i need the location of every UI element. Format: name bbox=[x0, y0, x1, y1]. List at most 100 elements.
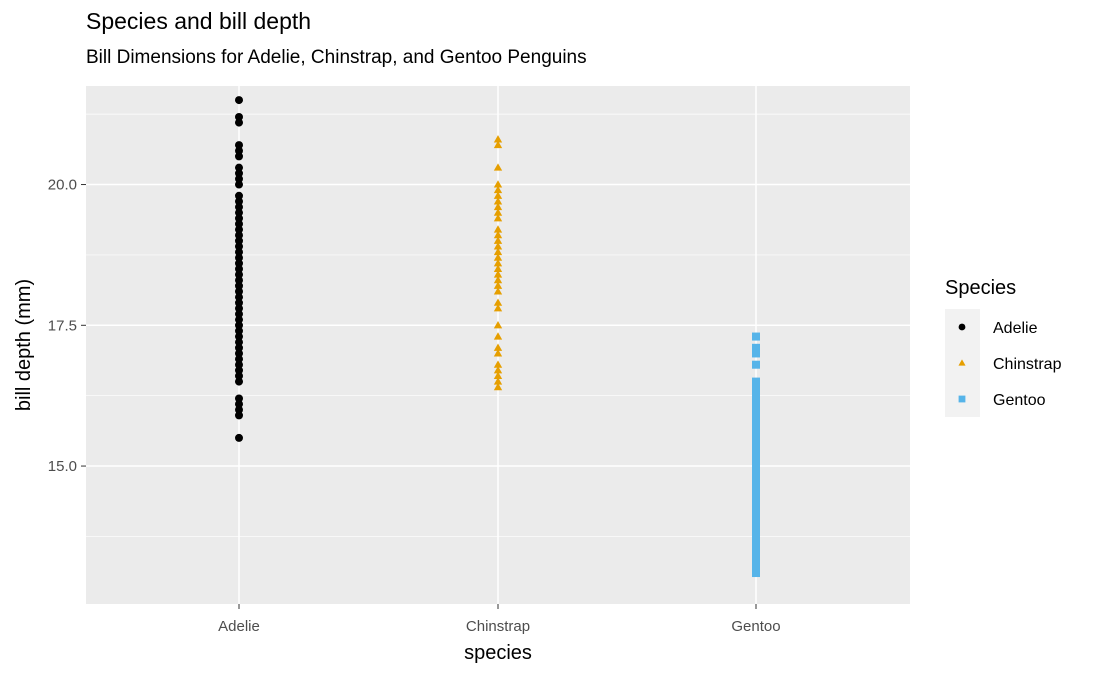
chinstrap-point bbox=[493, 242, 503, 250]
adelie-point bbox=[235, 338, 243, 347]
legend-key-adelie bbox=[958, 323, 966, 331]
chinstrap-point bbox=[493, 140, 503, 149]
chinstrap-point bbox=[493, 197, 503, 205]
gentoo-point bbox=[752, 433, 760, 442]
adelie-point bbox=[235, 360, 243, 369]
gentoo-point bbox=[752, 388, 760, 397]
adelie-point bbox=[235, 152, 243, 161]
gentoo-point bbox=[752, 400, 760, 409]
chart-subtitle: Bill Dimensions for Adelie, Chinstrap, a… bbox=[86, 47, 587, 68]
gentoo-point bbox=[752, 529, 760, 538]
chinstrap-point bbox=[493, 247, 503, 256]
adelie-point bbox=[235, 96, 243, 105]
gentoo-point bbox=[752, 383, 760, 392]
legend-label-chinstrap: Chinstrap bbox=[993, 356, 1062, 373]
adelie-point bbox=[235, 253, 243, 262]
adelie-point bbox=[235, 304, 243, 313]
adelie-point bbox=[235, 208, 243, 217]
x-tick-label: Gentoo bbox=[731, 618, 780, 635]
chinstrap-point bbox=[493, 180, 503, 188]
gentoo-point bbox=[752, 523, 760, 532]
legend-label-gentoo: Gentoo bbox=[993, 392, 1046, 409]
adelie-point bbox=[235, 219, 243, 228]
adelie-point bbox=[235, 112, 243, 121]
adelie-point bbox=[235, 214, 243, 223]
legend-key-gentoo bbox=[958, 395, 966, 403]
adelie-point bbox=[235, 371, 243, 380]
chinstrap-point bbox=[493, 253, 503, 261]
adelie-point bbox=[235, 310, 243, 319]
adelie-point bbox=[235, 191, 243, 200]
legend-keys: Adelie Chinstrap Gentoo bbox=[945, 309, 1062, 417]
y-tick-label: 17.5 bbox=[48, 317, 77, 334]
adelie-point bbox=[235, 264, 243, 273]
adelie-point bbox=[235, 163, 243, 172]
chinstrap-point bbox=[493, 202, 503, 211]
chinstrap-point bbox=[493, 264, 503, 273]
gentoo-point bbox=[752, 456, 760, 465]
adelie-point bbox=[235, 281, 243, 290]
adelie-point bbox=[235, 248, 243, 257]
adelie-point bbox=[235, 332, 243, 341]
y-tick-label: 15.0 bbox=[48, 458, 77, 475]
chinstrap-point bbox=[493, 377, 503, 385]
gentoo-point bbox=[752, 467, 760, 476]
adelie-point bbox=[235, 174, 243, 183]
chinstrap-point bbox=[493, 213, 503, 222]
chinstrap-point bbox=[493, 349, 503, 357]
gentoo-point bbox=[752, 332, 760, 341]
chinstrap-point bbox=[493, 298, 503, 306]
adelie-point bbox=[235, 259, 243, 268]
y-axis-title: bill depth (mm) bbox=[13, 279, 35, 411]
gentoo-point bbox=[752, 478, 760, 487]
chinstrap-point bbox=[493, 163, 503, 171]
adelie-point bbox=[235, 197, 243, 206]
gentoo-point bbox=[752, 569, 760, 578]
adelie-point bbox=[235, 270, 243, 279]
chinstrap-point bbox=[493, 208, 503, 216]
axis-ticks: 15.0 17.5 20.0 Adelie Chinstrap Gentoo bbox=[48, 177, 781, 635]
adelie-point bbox=[235, 169, 243, 178]
adelie-point bbox=[235, 293, 243, 302]
adelie-point bbox=[235, 394, 243, 403]
adelie-point bbox=[235, 180, 243, 189]
adelie-point bbox=[235, 203, 243, 212]
chinstrap-point bbox=[493, 360, 503, 368]
gentoo-point bbox=[752, 349, 760, 358]
gentoo-point bbox=[752, 518, 760, 527]
gentoo-point bbox=[752, 484, 760, 493]
gentoo-point bbox=[752, 360, 760, 369]
chinstrap-point bbox=[493, 304, 503, 312]
legend-key-chinstrap bbox=[958, 359, 966, 366]
adelie-point bbox=[235, 242, 243, 251]
adelie-point bbox=[235, 355, 243, 364]
adelie-point bbox=[235, 349, 243, 358]
adelie-point bbox=[235, 287, 243, 296]
chinstrap-point bbox=[493, 371, 503, 379]
gentoo-point bbox=[752, 417, 760, 426]
adelie-point bbox=[235, 326, 243, 335]
adelie-point bbox=[235, 366, 243, 375]
chinstrap-point bbox=[493, 275, 503, 284]
gentoo-point bbox=[752, 552, 760, 561]
chinstrap-point bbox=[493, 320, 503, 329]
gentoo-point bbox=[752, 563, 760, 572]
chinstrap-point bbox=[493, 259, 503, 267]
chart-title: Species and bill depth bbox=[86, 8, 312, 34]
adelie-point bbox=[235, 315, 243, 324]
gentoo-point bbox=[752, 405, 760, 414]
chinstrap-point bbox=[493, 281, 503, 289]
gentoo-point bbox=[752, 557, 760, 566]
chinstrap-point bbox=[493, 343, 503, 351]
adelie-point bbox=[235, 146, 243, 155]
gentoo-point bbox=[752, 343, 760, 352]
gentoo-point bbox=[752, 535, 760, 544]
adelie-point bbox=[235, 141, 243, 150]
chinstrap-point bbox=[493, 191, 503, 199]
gentoo-point bbox=[752, 507, 760, 516]
adelie-point bbox=[235, 433, 243, 442]
adelie-point bbox=[235, 343, 243, 352]
chinstrap-point bbox=[493, 366, 503, 374]
x-axis-title: species bbox=[464, 642, 532, 664]
